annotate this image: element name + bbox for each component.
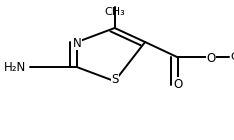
Text: O: O	[173, 78, 183, 90]
Text: O: O	[206, 52, 215, 65]
Text: H₂N: H₂N	[4, 61, 26, 74]
Text: CH₃: CH₃	[230, 52, 234, 62]
Text: S: S	[111, 73, 118, 86]
Text: N: N	[73, 37, 82, 50]
Text: CH₃: CH₃	[104, 7, 125, 17]
